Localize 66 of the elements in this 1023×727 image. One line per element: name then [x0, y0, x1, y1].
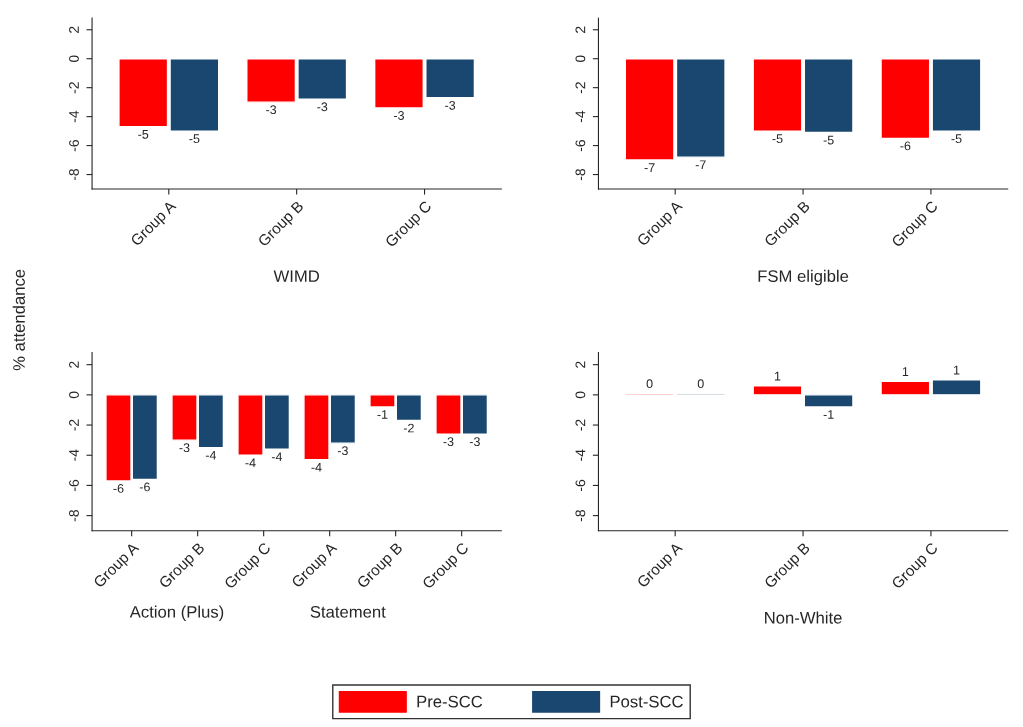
- bar: [880, 380, 931, 396]
- y-tick-label: 2: [575, 26, 586, 33]
- data-label: -6: [900, 141, 911, 151]
- y-tick-label: -2: [575, 82, 586, 94]
- x-axis-title: WIMD: [273, 270, 320, 282]
- y-tick-label: 2: [69, 361, 79, 368]
- data-label: 1: [774, 371, 781, 381]
- y-tick-label: 0: [575, 55, 586, 63]
- data-label: -2: [403, 423, 414, 433]
- data-label: -5: [138, 130, 149, 139]
- data-label: -3: [337, 446, 348, 456]
- data-label: -3: [469, 437, 480, 447]
- data-label: -4: [205, 450, 217, 460]
- y-tick-label: -6: [69, 140, 79, 152]
- bar: [803, 394, 854, 408]
- y-tick-label: -6: [69, 479, 79, 491]
- data-label: -7: [644, 163, 655, 172]
- data-label: -3: [393, 111, 404, 120]
- y-tick-label: -8: [69, 510, 79, 522]
- data-label: -7: [695, 160, 706, 169]
- data-label: -3: [443, 437, 454, 447]
- data-label: -5: [823, 135, 834, 145]
- y-tick-label: -4: [69, 110, 79, 123]
- data-label: -5: [951, 134, 962, 144]
- y-tick-label: 2: [69, 26, 79, 33]
- legend-label: Post-SCC: [610, 695, 683, 708]
- y-tick-label: -2: [69, 419, 79, 431]
- data-label: -5: [772, 134, 783, 144]
- y-tick-label: -4: [575, 449, 586, 461]
- y-tick-label: -8: [575, 168, 586, 181]
- bar: [931, 379, 982, 396]
- y-tick-label: 0: [575, 391, 586, 399]
- y-tick-label: -2: [69, 82, 79, 94]
- text: Action (Plus): [129, 605, 224, 622]
- data-label: -6: [113, 484, 124, 493]
- x-axis-title: FSM eligible: [758, 269, 849, 286]
- data-label: -4: [245, 458, 256, 468]
- data-label: 1: [953, 365, 960, 375]
- data-label: -3: [266, 105, 277, 115]
- y-tick-label: 2: [575, 361, 586, 368]
- legend-label: Pre-SCC: [417, 695, 483, 708]
- data-label: -3: [317, 102, 328, 112]
- data-label: -1: [377, 410, 388, 419]
- y-tick-label: -8: [69, 168, 79, 181]
- text: Statement: [310, 605, 386, 618]
- y-tick-label: -8: [575, 510, 586, 522]
- x-axis-title: Non-White: [765, 611, 842, 624]
- bar: [752, 385, 803, 396]
- data-label: 0: [646, 379, 653, 389]
- data-label: -6: [139, 482, 150, 492]
- y-tick-label: -4: [69, 449, 79, 461]
- data-label: 1: [902, 367, 909, 376]
- y-tick-label: 0: [69, 391, 79, 399]
- y-tick-label: -2: [575, 419, 586, 431]
- y-axis-title: % attendance: [12, 269, 25, 371]
- data-label: -4: [271, 452, 283, 462]
- data-label: -3: [445, 100, 456, 110]
- y-tick-label: 0: [69, 55, 79, 63]
- y-tick-label: -6: [575, 140, 586, 152]
- data-label: 0: [697, 379, 704, 389]
- data-label: -5: [189, 134, 200, 144]
- data-label: -1: [823, 410, 834, 419]
- data-label: -3: [179, 443, 190, 453]
- y-tick-label: -6: [575, 479, 586, 491]
- y-tick-label: -4: [575, 110, 586, 123]
- data-label: -4: [311, 463, 322, 472]
